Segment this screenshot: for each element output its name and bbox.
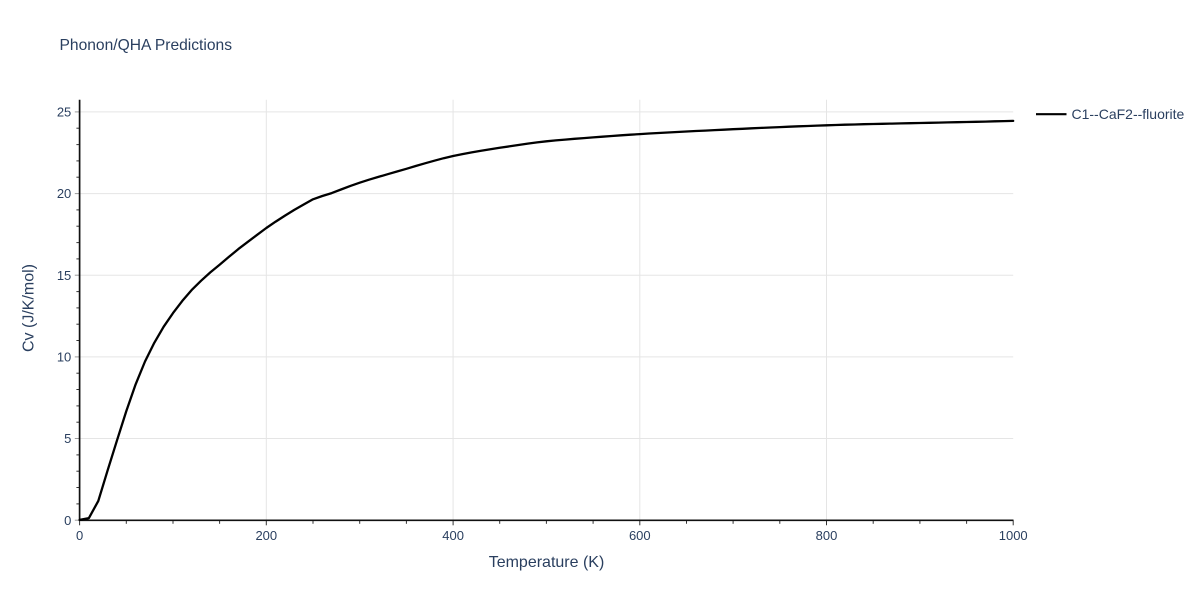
svg-text:25: 25 — [57, 105, 71, 120]
svg-text:600: 600 — [629, 528, 651, 543]
svg-text:Temperature (K): Temperature (K) — [489, 554, 605, 571]
svg-text:0: 0 — [76, 528, 83, 543]
svg-text:5: 5 — [64, 431, 71, 446]
svg-text:Cv (J/K/mol): Cv (J/K/mol) — [21, 264, 38, 352]
svg-text:0: 0 — [64, 513, 71, 528]
svg-text:800: 800 — [816, 528, 838, 543]
svg-text:20: 20 — [57, 186, 71, 201]
svg-text:200: 200 — [255, 528, 277, 543]
svg-text:1000: 1000 — [999, 528, 1028, 543]
svg-text:400: 400 — [442, 528, 464, 543]
svg-text:15: 15 — [57, 268, 71, 283]
svg-text:Phonon/QHA Predictions: Phonon/QHA Predictions — [60, 37, 233, 54]
svg-text:10: 10 — [57, 350, 71, 365]
svg-text:C1--CaF2--fluorite: C1--CaF2--fluorite — [1072, 106, 1185, 122]
